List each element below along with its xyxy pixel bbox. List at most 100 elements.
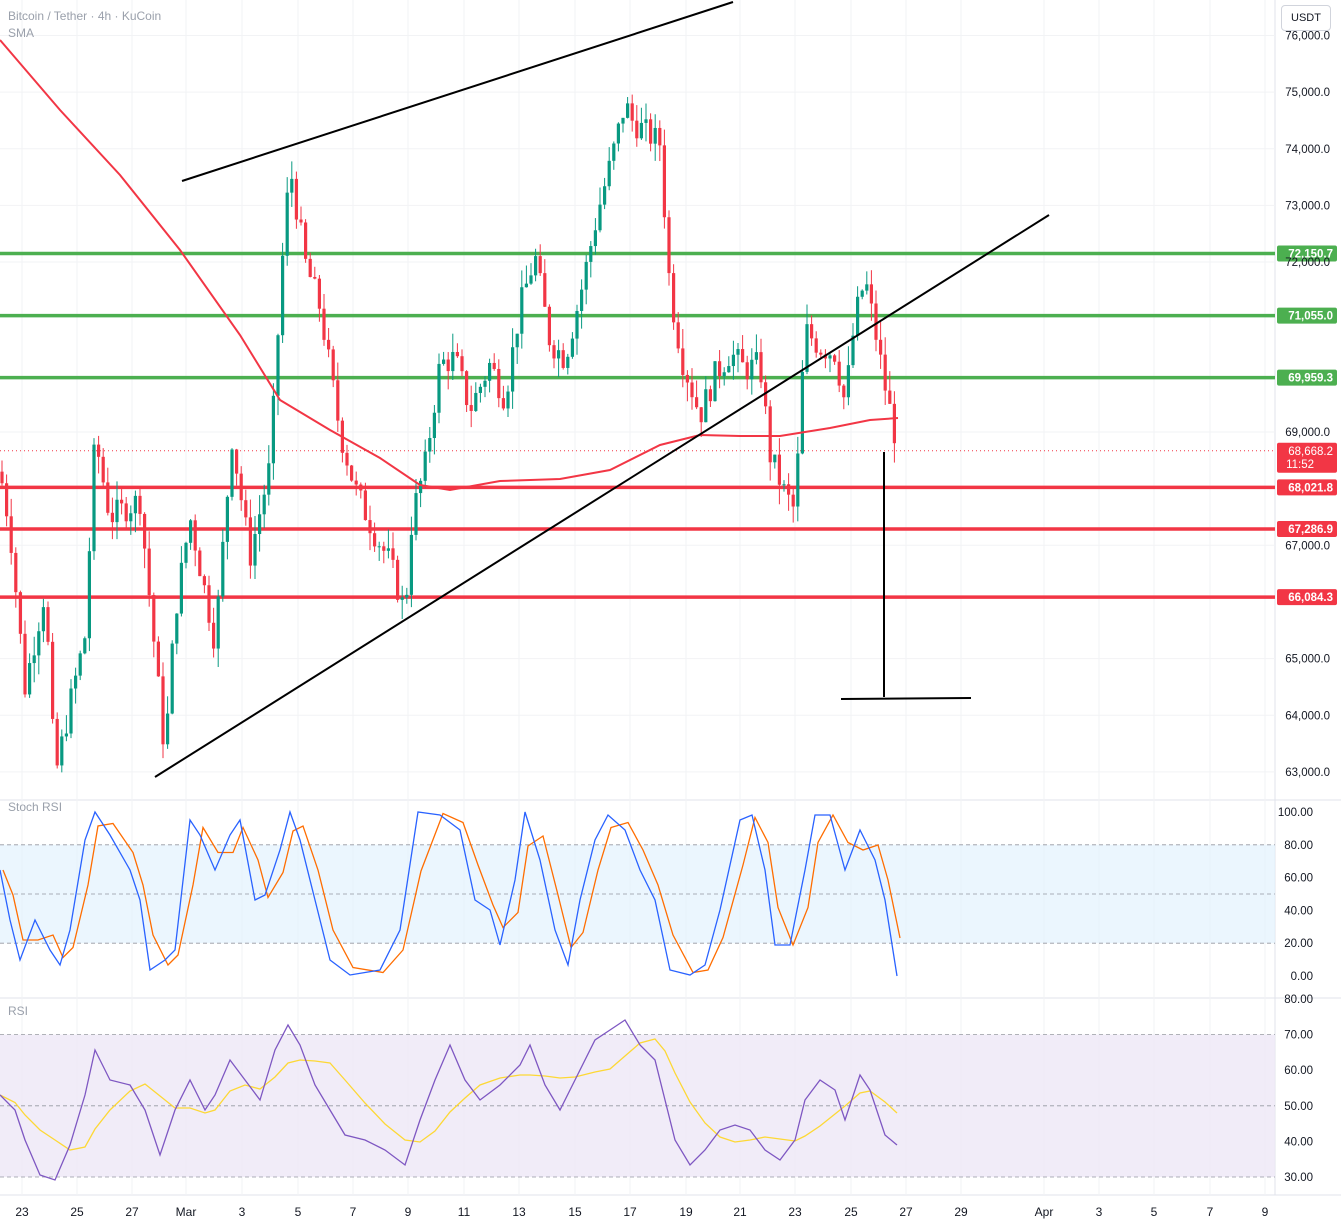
candle-body bbox=[331, 349, 335, 381]
candle-body bbox=[87, 551, 91, 639]
time-tick-label: 19 bbox=[679, 1205, 693, 1219]
candle-body bbox=[658, 127, 662, 146]
time-tick-label: 13 bbox=[512, 1205, 526, 1219]
candle-body bbox=[639, 122, 643, 139]
candle-body bbox=[147, 548, 151, 596]
candle-body bbox=[846, 365, 850, 398]
candle-body bbox=[327, 339, 331, 350]
candle-body bbox=[51, 641, 55, 719]
candle-body bbox=[175, 613, 179, 644]
candle-body bbox=[819, 352, 823, 355]
candle-body bbox=[883, 354, 887, 391]
stoch-d-line bbox=[2, 812, 901, 974]
candle-body bbox=[106, 482, 110, 513]
resistance-level-tag-label: 71,055.0 bbox=[1288, 311, 1333, 323]
candle-body bbox=[731, 354, 735, 367]
candle-body bbox=[860, 290, 864, 297]
candle-body bbox=[708, 389, 712, 402]
time-axis[interactable]: 23 25 27 Mar 3 5 7 9 11 13 15 17 19 21 23 25 27 29 Apr 3 5 7 9 bbox=[15, 1205, 1268, 1219]
candle-body bbox=[787, 484, 791, 495]
candle-body bbox=[869, 284, 873, 304]
candle-body bbox=[538, 256, 542, 274]
candle-body bbox=[313, 276, 317, 279]
stoch-tick-label: 40.00 bbox=[1284, 905, 1313, 917]
candle-body bbox=[377, 546, 381, 548]
time-tick-label: 25 bbox=[844, 1205, 858, 1219]
candle-body bbox=[354, 480, 358, 485]
lower-trendline bbox=[154, 214, 1050, 778]
resistance-level-tag bbox=[1277, 369, 1337, 386]
candle-body bbox=[276, 335, 280, 396]
candle-body bbox=[281, 255, 285, 336]
candle-body bbox=[166, 713, 170, 745]
candle-body bbox=[547, 306, 551, 346]
candle-body bbox=[557, 350, 561, 359]
candle-body bbox=[791, 494, 795, 507]
candle-body bbox=[83, 638, 87, 654]
candle-body bbox=[580, 289, 584, 311]
stoch-tick-label: 0.00 bbox=[1291, 971, 1313, 983]
candle-body bbox=[368, 520, 372, 534]
candle-body bbox=[524, 283, 528, 288]
support-level-tag-label: 66,084.3 bbox=[1288, 592, 1333, 604]
time-tick-label: 23 bbox=[15, 1205, 29, 1219]
time-tick-label: 21 bbox=[733, 1205, 747, 1219]
candle-body bbox=[690, 382, 694, 398]
candle-body bbox=[741, 349, 745, 363]
stoch-rsi-lines bbox=[0, 809, 901, 977]
candle-body bbox=[28, 663, 32, 695]
candle-body bbox=[745, 362, 749, 380]
candle-body bbox=[465, 371, 469, 406]
time-tick-label: 9 bbox=[405, 1205, 412, 1219]
candle-body bbox=[253, 534, 257, 566]
stoch-tick-label: 20.00 bbox=[1284, 938, 1313, 950]
candle-body bbox=[842, 385, 846, 398]
price-tick-label: 64,000.0 bbox=[1285, 710, 1330, 722]
price-tick-label: 72,000.0 bbox=[1285, 257, 1330, 269]
candle-body bbox=[566, 356, 570, 368]
trend-drawings[interactable] bbox=[154, 1, 1050, 778]
candle-body bbox=[382, 546, 386, 551]
candle-body bbox=[170, 643, 174, 714]
candle-body bbox=[290, 178, 294, 193]
candle-body bbox=[672, 273, 676, 323]
candle-body bbox=[110, 512, 114, 523]
candle-body bbox=[423, 451, 427, 481]
candle-body bbox=[350, 465, 354, 481]
time-tick-label: 29 bbox=[954, 1205, 968, 1219]
candle-body bbox=[676, 322, 680, 349]
horizontal-levels[interactable]: 72,150.7 71,055.0 69,959.3 68,021.8 67,286.9… bbox=[0, 245, 1337, 606]
candle-body bbox=[529, 275, 533, 284]
price-tick-label: 76,000.0 bbox=[1285, 30, 1330, 42]
last-price-tag bbox=[1277, 442, 1337, 473]
candle-body bbox=[97, 444, 101, 457]
time-tick-label: 7 bbox=[350, 1205, 357, 1219]
candle-body bbox=[414, 493, 418, 535]
resistance-level-tag-label: 72,150.7 bbox=[1288, 249, 1333, 261]
candle-body bbox=[543, 273, 547, 307]
candle-body bbox=[736, 349, 740, 355]
candle-body bbox=[446, 359, 450, 372]
candle-body bbox=[800, 371, 804, 454]
time-tick-label: 11 bbox=[458, 1205, 471, 1219]
candle-body bbox=[216, 596, 220, 649]
support-level-tag-label: 68,021.8 bbox=[1288, 482, 1333, 494]
candle-body bbox=[754, 352, 758, 360]
rsi-tick-label: 60.00 bbox=[1284, 1065, 1313, 1077]
time-tick-label: 27 bbox=[125, 1205, 139, 1219]
price-axis[interactable]: 76,000.0 75,000.0 74,000.0 73,000.0 72,000.0… bbox=[1278, 30, 1330, 1184]
candle-body bbox=[193, 520, 197, 551]
candle-body bbox=[483, 380, 487, 387]
symbol-title: Bitcoin / Tether · 4h · KuCoin bbox=[8, 9, 162, 23]
candle-body bbox=[810, 324, 814, 339]
candle-body bbox=[589, 246, 593, 262]
candle-body bbox=[506, 391, 510, 409]
rsi-ma-line bbox=[0, 1038, 898, 1151]
candle-body bbox=[5, 483, 9, 517]
candle-body bbox=[750, 359, 754, 380]
currency-button[interactable]: USDT bbox=[1281, 5, 1331, 31]
candle-body bbox=[143, 513, 147, 549]
rsi-tick-label: 30.00 bbox=[1284, 1172, 1313, 1184]
candle-body bbox=[796, 453, 800, 507]
